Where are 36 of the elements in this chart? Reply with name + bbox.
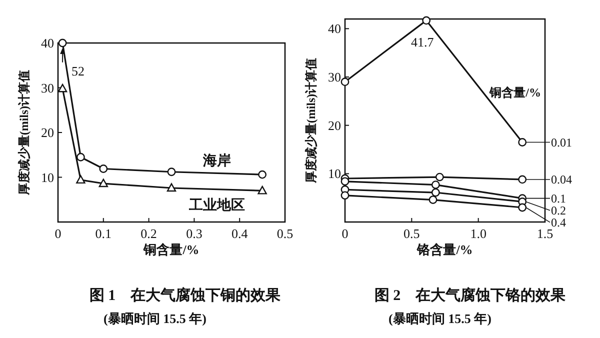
legend-label: 0.04 [551, 172, 572, 186]
text: 图 2 在大气腐蚀下铬的效果 [374, 286, 567, 304]
x-tick-label: 0 [54, 226, 62, 241]
annotation: 52 [72, 63, 85, 78]
x-tick-label: 0.4 [231, 226, 248, 241]
y-tick-label: 40 [41, 36, 54, 50]
x-tick-label: 0.2 [140, 226, 157, 241]
legend-label: 0.1 [551, 191, 566, 206]
text: 图 1 在大气腐蚀下铜的效果 [89, 286, 282, 304]
series-label: 海岸 [202, 153, 231, 170]
x-axis-title: 铬含量/% [416, 242, 473, 257]
x-tick-label: 0.1 [95, 226, 112, 241]
x-tick-label: 1.0 [470, 226, 486, 241]
y-tick-label: 20 [41, 125, 54, 140]
x-tick-label: 0.5 [404, 226, 420, 241]
text: (暴晒时间 15.5 年) [104, 311, 206, 326]
series-label: 工业地区 [188, 197, 245, 214]
y-tick-label: 10 [41, 170, 54, 185]
y-tick-label: 30 [328, 70, 341, 84]
y-axis-title: 厚度减少量(mils)计算值 [304, 58, 318, 184]
x-tick-label: 0.3 [186, 226, 202, 241]
y-tick-label: 30 [41, 80, 54, 96]
data-label: 41.7 [410, 34, 434, 50]
legend-label: 0.01 [551, 135, 572, 150]
legend-label: 0.2 [551, 203, 566, 218]
y-axis-title: 厚度减少量(mils)计算值 [17, 70, 31, 196]
y-tick-label: 40 [328, 21, 341, 36]
text: (暴晒时间 15.5 年) [388, 311, 492, 326]
legend-title: 铜含量/% [488, 85, 541, 100]
x-tick-label: 0.5 [276, 226, 294, 241]
x-axis-title: 铜含量/% [142, 242, 200, 257]
y-tick-label: 20 [328, 118, 341, 133]
x-tick-label: 0 [342, 226, 348, 241]
y-tick-label: 10 [328, 166, 341, 182]
text: 0.4 [551, 215, 566, 230]
x-tick-label: 1.5 [536, 226, 554, 241]
